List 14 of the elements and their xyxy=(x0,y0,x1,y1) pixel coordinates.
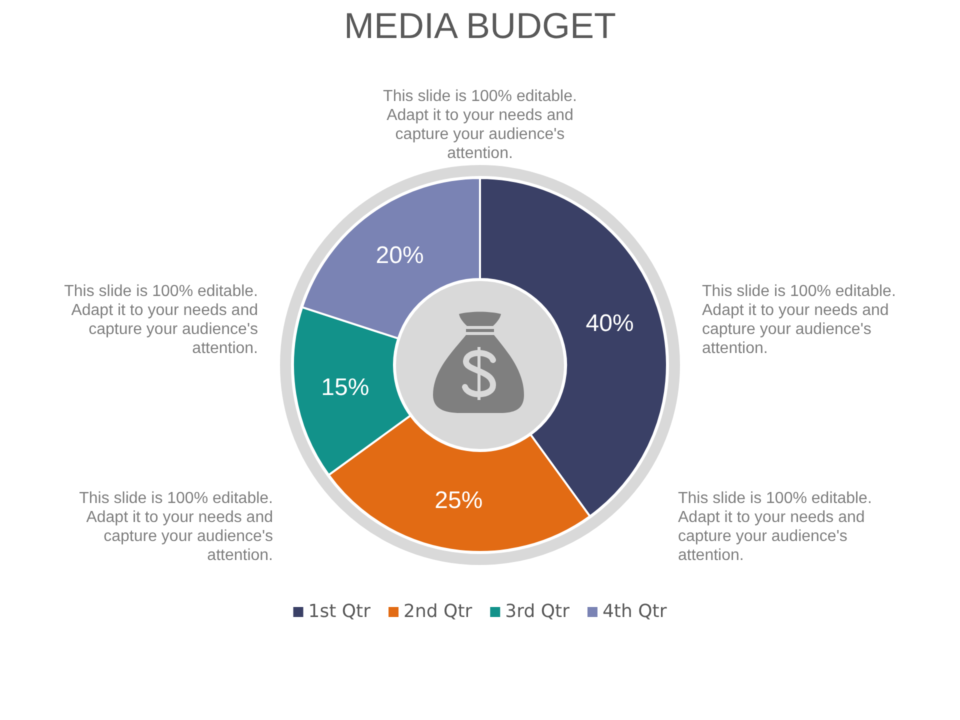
legend-label: 1st Qtr xyxy=(308,601,372,622)
text: This slide is 100% editable. Adapt it to your needs and capture your audience's attention. xyxy=(702,283,896,357)
legend-label: 3rd Qtr xyxy=(505,601,570,622)
text: This slide is 100% editable. Adapt it to your needs and capture your audience's attention. xyxy=(678,490,872,564)
legend-label: 2nd Qtr xyxy=(404,601,473,622)
data-label: 20% xyxy=(376,242,424,269)
chart-title: MEDIA BUDGET xyxy=(344,5,616,46)
data-label: 15% xyxy=(321,374,370,401)
text: This slide is 100% editable. Adapt it to your needs and capture your audience's attention. xyxy=(64,283,258,357)
data-label: 25% xyxy=(434,487,483,514)
data-label: 40% xyxy=(586,310,634,338)
legend-label: 4th Qtr xyxy=(602,601,668,622)
text: This slide is 100% editable. Adapt it to your needs and capture your audience's attention. xyxy=(383,88,577,162)
text: This slide is 100% editable. Adapt it to your needs and capture your audience's attention. xyxy=(79,490,273,564)
